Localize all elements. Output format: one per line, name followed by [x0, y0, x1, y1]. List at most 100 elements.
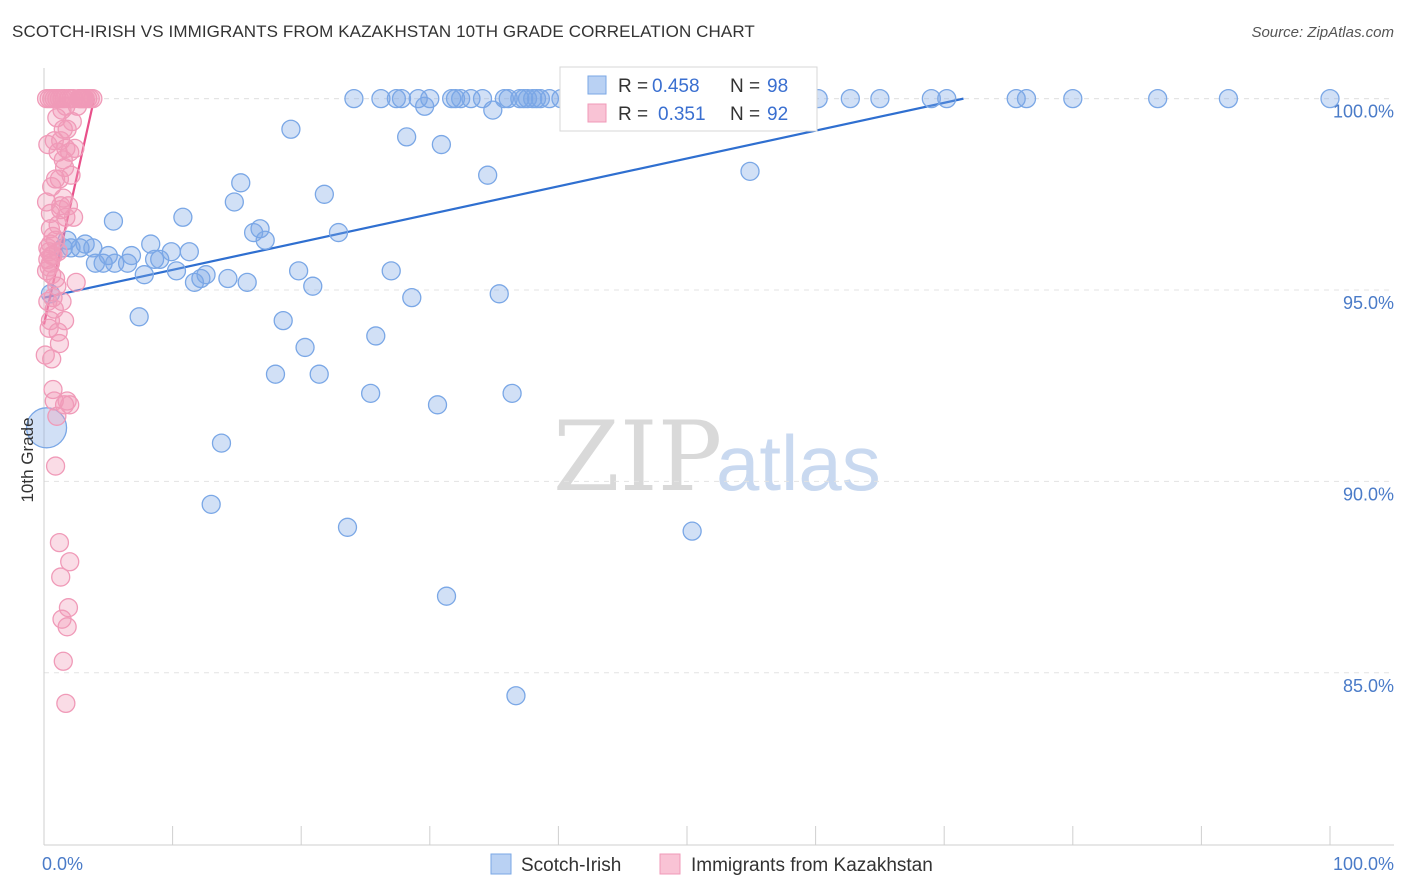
point-s0-21	[166, 261, 187, 281]
point-s1-17	[57, 617, 77, 637]
point-s1-11	[49, 532, 70, 553]
legend-r-value-2: 0.351	[658, 104, 706, 125]
point-s0-95	[1148, 88, 1168, 109]
point-s0-90	[921, 88, 941, 109]
point-s0-44	[328, 222, 349, 243]
legend-n-value-1: 98	[767, 76, 788, 97]
chart-title: SCOTCH-IRISH VS IMMIGRANTS FROM KAZAKHST…	[12, 22, 755, 41]
point-s0-46	[344, 88, 364, 109]
point-s0-14	[121, 245, 142, 266]
legend-swatch-scotch-irish	[587, 75, 607, 95]
point-s0-48	[366, 326, 386, 346]
point-s1-84	[38, 238, 58, 258]
point-s1-46	[48, 215, 68, 235]
point-s1-68	[45, 169, 66, 189]
point-s0-57	[420, 88, 440, 109]
data-points	[25, 88, 1340, 714]
legend-r-label-1: R =	[618, 76, 648, 97]
watermark-zip: ZIP	[553, 401, 722, 513]
point-s1-63	[54, 310, 75, 331]
point-s1-87	[45, 268, 66, 289]
point-s0-36	[265, 364, 286, 384]
y-tick-label-85: 85.0%	[1343, 676, 1394, 696]
point-s1-49	[56, 207, 76, 227]
point-s0-34	[250, 219, 270, 239]
bottom-legend-label-scotch-irish: Scotch-Irish	[521, 855, 621, 876]
top-legend: R = 0.458 N = 98 R = 0.351 N = 92	[559, 66, 818, 132]
point-s0-59	[431, 134, 452, 155]
point-s1-2	[38, 291, 58, 312]
point-s1-18	[58, 598, 79, 618]
point-s1-16	[56, 693, 76, 714]
point-s1-52	[63, 207, 84, 227]
y-tick-labels: 85.0% 90.0% 95.0% 100.0%	[1333, 102, 1394, 696]
point-s1-65	[60, 395, 80, 415]
point-s0-17	[141, 234, 161, 254]
point-s1-9	[47, 276, 67, 296]
bottom-legend-swatch-kazakhstan	[659, 853, 681, 875]
point-s0-23	[179, 242, 199, 262]
point-s0-85	[740, 161, 760, 181]
x-tick-label-min: 0.0%	[42, 854, 83, 874]
point-s0-67	[483, 100, 503, 120]
point-s0-30	[224, 192, 244, 212]
point-s1-71	[53, 119, 73, 139]
point-s1-58	[42, 349, 62, 369]
point-s0-32	[237, 272, 257, 292]
point-s0-0	[25, 407, 68, 449]
point-s1-67	[43, 226, 63, 247]
point-s1-12	[51, 567, 71, 587]
point-s1-91	[56, 138, 76, 159]
legend-r-value-1: 0.458	[652, 76, 700, 97]
point-s1-83	[54, 88, 75, 109]
point-s1-86	[43, 288, 63, 308]
bottom-legend-swatch-scotch-irish	[490, 853, 512, 875]
point-s1-66	[40, 203, 61, 224]
point-s0-40	[295, 337, 315, 358]
point-s0-10	[98, 245, 118, 266]
point-s0-42	[309, 364, 329, 384]
point-s0-89	[870, 88, 890, 109]
point-s0-26	[196, 265, 216, 285]
point-s0-22	[173, 207, 193, 227]
point-s0-28	[211, 433, 232, 453]
chart-source: Source: ZipAtlas.com	[1251, 24, 1394, 41]
point-s0-16	[134, 265, 154, 285]
point-s0-92	[1006, 88, 1026, 109]
point-s0-18	[144, 249, 165, 270]
point-s0-43	[314, 184, 334, 204]
point-s0-51	[386, 88, 407, 109]
point-s1-61	[49, 333, 70, 354]
point-s0-63	[451, 88, 471, 109]
point-s0-91	[937, 88, 957, 109]
point-s1-8	[45, 456, 66, 476]
point-s0-53	[397, 127, 417, 147]
point-s1-50	[58, 196, 79, 216]
point-s0-96	[1218, 88, 1239, 109]
point-s0-25	[191, 268, 211, 289]
point-s0-88	[840, 88, 860, 109]
point-s1-19	[60, 552, 80, 572]
point-s0-71	[502, 383, 522, 403]
point-s0-38	[281, 119, 301, 139]
point-s1-88	[48, 242, 68, 262]
y-axis-label: 10th Grade	[18, 417, 37, 502]
x-tick-label-max: 100.0%	[1333, 854, 1394, 874]
point-s0-54	[402, 288, 422, 308]
point-s0-41	[303, 276, 323, 296]
point-s0-39	[288, 261, 309, 281]
bottom-legend-label-kazakhstan: Immigrants from Kazakhstan	[691, 855, 933, 876]
point-s0-58	[427, 395, 448, 415]
watermark-atlas: atlas	[716, 419, 881, 507]
point-s0-66	[478, 165, 498, 185]
point-s0-83	[682, 521, 702, 541]
legend-n-label-1: N =	[730, 76, 760, 97]
point-s1-85	[40, 253, 61, 273]
point-s0-97	[1320, 88, 1340, 109]
point-s0-12	[103, 211, 124, 231]
point-s1-57	[39, 318, 59, 338]
point-s0-52	[391, 88, 412, 109]
point-s1-4	[40, 310, 61, 331]
point-s1-51	[61, 165, 81, 185]
